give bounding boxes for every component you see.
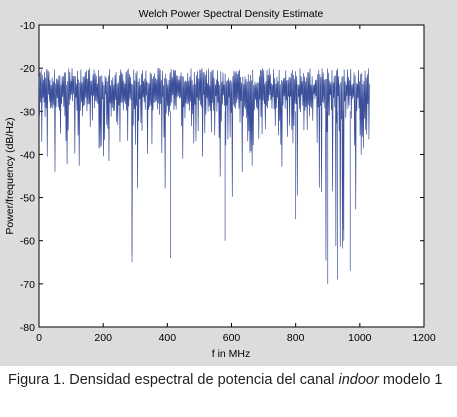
x-tick-label: 0	[36, 332, 42, 344]
y-axis-label: Power/frequency (dB/Hz)	[4, 117, 16, 234]
caption-tail: modelo 1	[378, 372, 443, 388]
x-tick-label: 1000	[348, 332, 372, 344]
caption-lead: Figura 1. Densidad espectral de potencia…	[8, 372, 339, 388]
chart-title: Welch Power Spectral Density Estimate	[139, 8, 324, 20]
x-axis-label: f in MHz	[212, 348, 251, 360]
axis-ticks: 0 200 400 600 800 1000 1200 -10 -20 -30 -40 -50 -60 -…	[20, 20, 436, 344]
y-tick-label: -30	[20, 106, 35, 118]
chart-svg: Welch Power Spectral Density Estimate f …	[4, 8, 436, 360]
y-tick-label: -60	[20, 236, 35, 248]
y-tick-label: -20	[20, 63, 35, 75]
x-tick-label: 600	[223, 332, 241, 344]
y-tick-label: -40	[20, 149, 35, 161]
caption-italic: indoor	[338, 372, 379, 388]
x-tick-label: 200	[94, 332, 112, 344]
plot-area	[38, 24, 425, 328]
y-tick-label: -70	[20, 279, 35, 291]
figure-caption: Figura 1. Densidad espectral de potencia…	[8, 371, 448, 390]
y-tick-label: -10	[20, 20, 35, 32]
x-tick-label: 1200	[412, 332, 436, 344]
psd-line	[38, 68, 370, 261]
psd-series	[38, 68, 370, 284]
y-tick-label: -50	[20, 193, 35, 205]
x-tick-label: 400	[159, 332, 177, 344]
chart-figure: Welch Power Spectral Density Estimate f …	[0, 0, 457, 366]
x-tick-label: 800	[287, 332, 305, 344]
y-tick-label: -80	[20, 322, 35, 334]
